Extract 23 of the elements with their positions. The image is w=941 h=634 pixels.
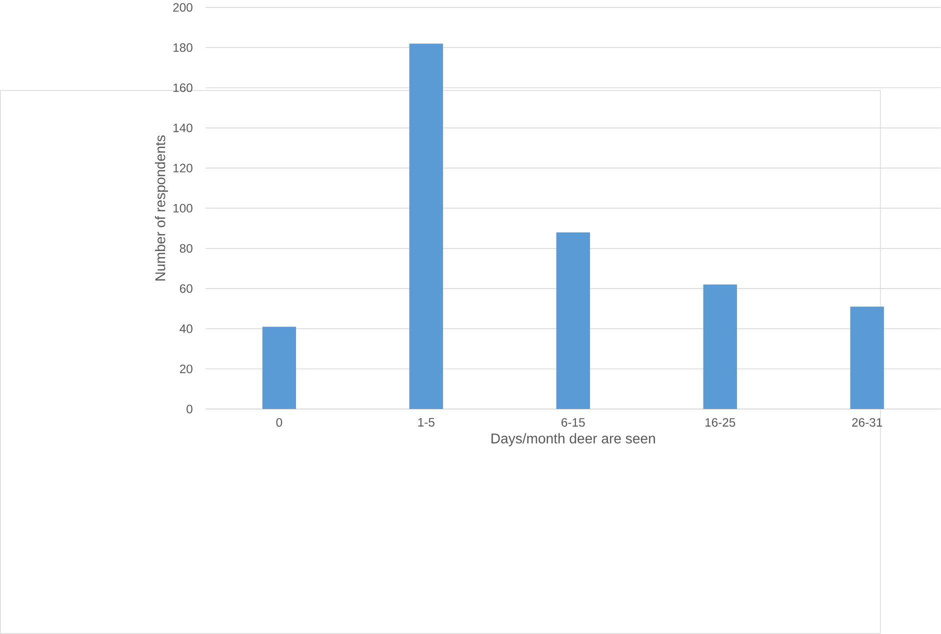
bar bbox=[556, 232, 590, 410]
bar bbox=[703, 284, 737, 410]
x-tick-label: 26-31 bbox=[852, 418, 882, 427]
y-axis-title: Number of respondents bbox=[154, 135, 168, 281]
y-tick-label: 180 bbox=[174, 43, 192, 52]
x-tick-label: 0 bbox=[276, 418, 282, 427]
bar bbox=[850, 306, 884, 410]
y-tick-label: 0 bbox=[186, 404, 192, 414]
x-axis-title: Days/month deer are seen bbox=[492, 433, 655, 446]
y-tick-label: 60 bbox=[180, 284, 192, 293]
x-tick-label: 16-25 bbox=[705, 418, 736, 427]
x-tick-label: 6-15 bbox=[562, 418, 585, 427]
x-tick-label: 1-5 bbox=[418, 418, 434, 427]
y-tick-label: 160 bbox=[174, 83, 192, 92]
y-tick-label: 40 bbox=[180, 324, 192, 334]
y-tick-label: 80 bbox=[180, 244, 192, 253]
y-tick-label: 100 bbox=[174, 204, 192, 213]
y-tick-label: 20 bbox=[180, 364, 192, 374]
bar bbox=[409, 44, 444, 410]
y-tick-label: 140 bbox=[174, 124, 192, 132]
bar bbox=[262, 326, 296, 410]
y-tick-label: 120 bbox=[174, 164, 192, 172]
y-tick-label: 200 bbox=[173, 3, 192, 12]
